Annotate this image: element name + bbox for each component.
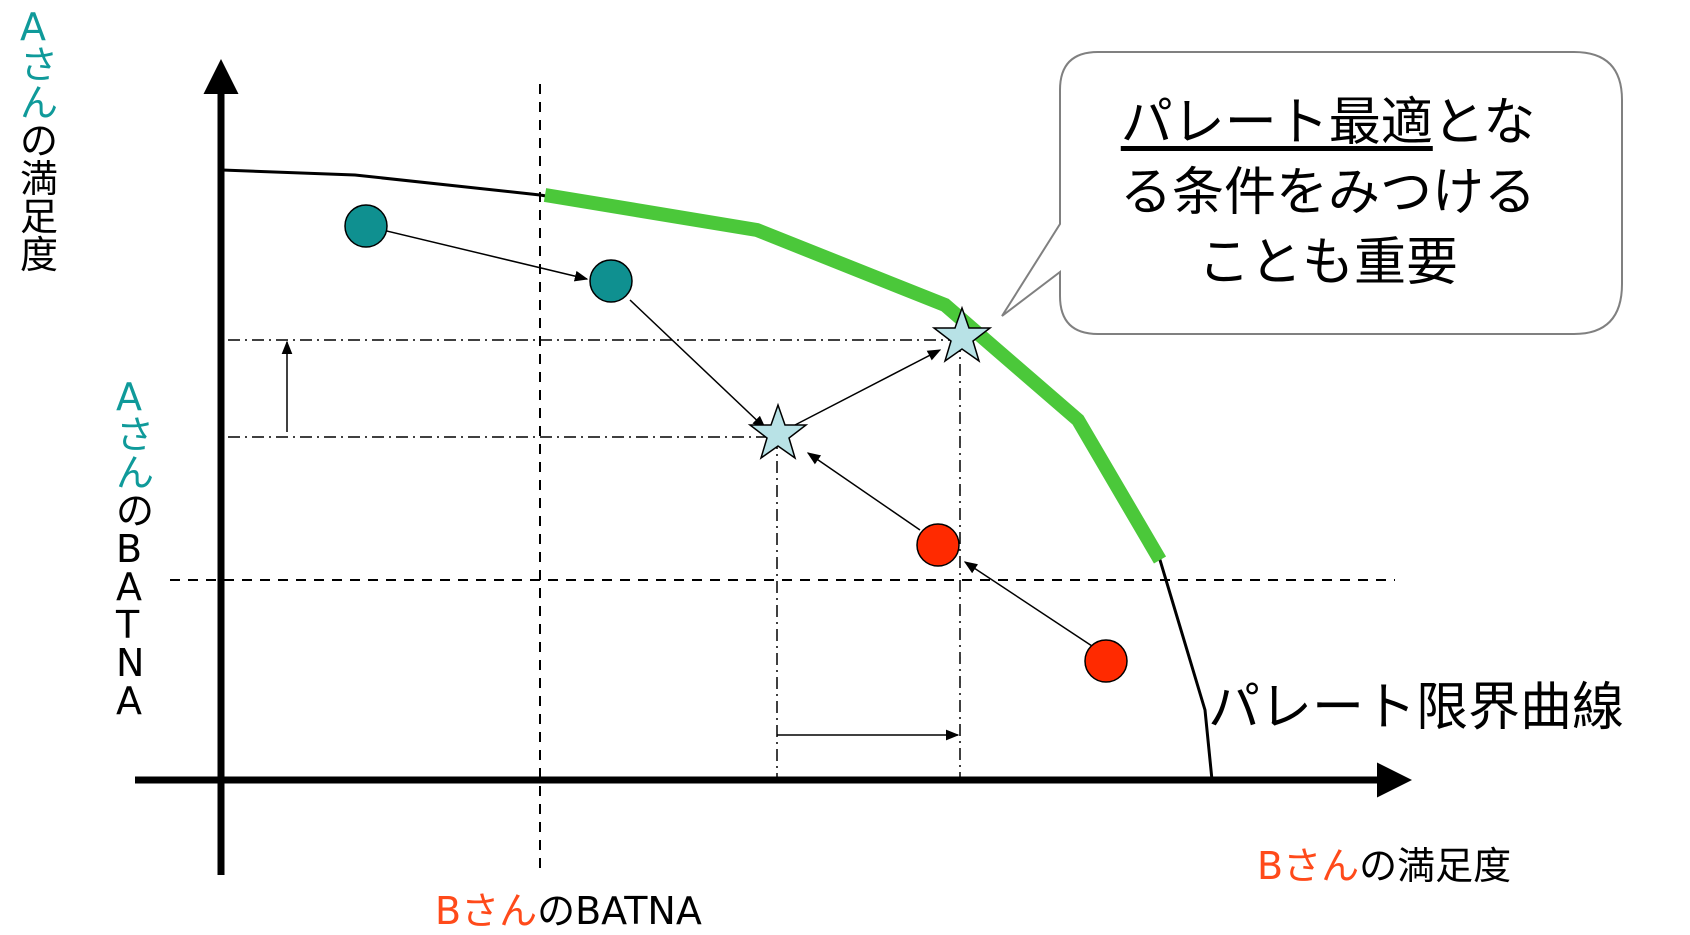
- vertical-label-char: 足: [20, 195, 59, 239]
- red-move-arrow-1: [963, 561, 1096, 649]
- callout-underlined-term: パレート最適: [1120, 93, 1433, 153]
- teal-point-1: [344, 204, 388, 248]
- vertical-label-char: の: [116, 489, 155, 533]
- star-point-2: [931, 305, 993, 363]
- vertical-label-char: ん: [116, 451, 155, 495]
- vertical-label-char: の: [20, 119, 59, 163]
- vertical-label-char: A: [116, 679, 142, 723]
- x-axis-label: Bさんの満足度: [1257, 835, 1511, 890]
- b-batna-label-rest: のBATNA: [537, 889, 702, 933]
- x-axis-label-subject: Bさん: [1257, 844, 1360, 888]
- vertical-label-char: B: [116, 527, 143, 571]
- red-move-arrow-2: [806, 452, 921, 531]
- star-point-1: [747, 402, 809, 460]
- b-batna-label: BさんのBATNA: [435, 880, 702, 935]
- callout-line3: ことも重要: [1197, 233, 1458, 293]
- star-move-arrow: [794, 349, 942, 426]
- callout-line1-rest: とな: [1432, 93, 1536, 153]
- vertical-label-char: ん: [20, 81, 59, 125]
- callout-text: パレート最適とな る条件をみつける ことも重要: [1078, 88, 1578, 298]
- vertical-label-char: A: [116, 375, 142, 419]
- b-batna-label-subject: Bさん: [435, 889, 538, 933]
- vertical-label-char: T: [116, 603, 140, 647]
- teal-move-arrow-1: [365, 225, 589, 282]
- vertical-label-char: N: [116, 641, 145, 685]
- red-point-2: [1084, 639, 1128, 683]
- vertical-label-char: 満: [20, 157, 59, 201]
- x-axis-label-rest: の満足度: [1359, 844, 1512, 888]
- teal-move-arrow-2: [629, 299, 766, 429]
- callout-bubble: [1001, 51, 1623, 335]
- pareto-curve-label: パレート限界曲線: [1208, 678, 1625, 738]
- red-point-1: [916, 523, 960, 567]
- vertical-label-char: さ: [20, 43, 59, 87]
- pareto-optimal-segment: [543, 188, 1167, 564]
- vertical-label-char: A: [20, 5, 46, 49]
- callout-line2: る条件をみつける: [1119, 163, 1536, 223]
- y-axis-label-rest: の満足度: [20, 122, 58, 274]
- teal-point-2: [589, 259, 633, 303]
- vertical-label-char: さ: [116, 413, 155, 457]
- vertical-label-char: 度: [20, 233, 59, 277]
- vertical-label-char: A: [116, 565, 142, 609]
